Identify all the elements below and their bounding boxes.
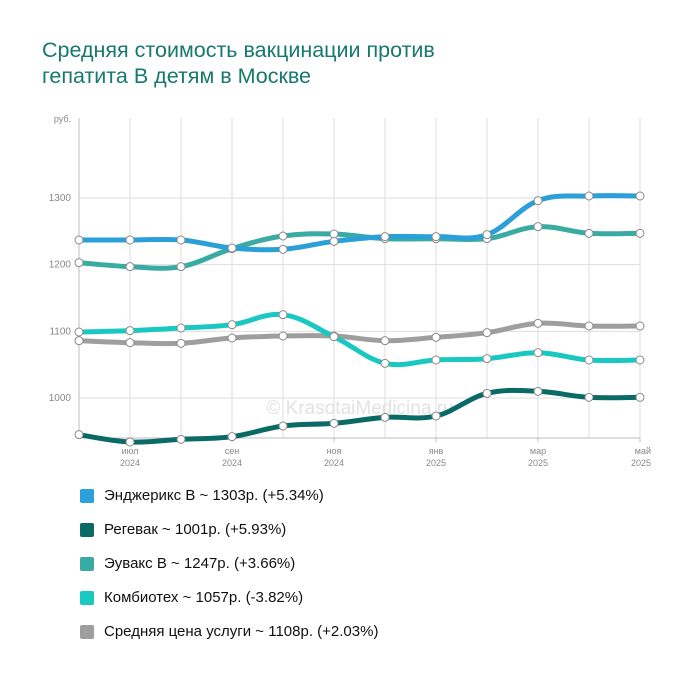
series-3-point [125,326,135,336]
series-4-point [278,331,288,341]
legend-swatch [80,489,94,503]
x-tick-label-year: 2024 [120,458,140,468]
series-1-point [176,434,186,444]
y-tick-label: 1200 [49,260,72,271]
series-1-point [227,432,237,442]
series-2-point [74,258,84,268]
series-0-point [176,235,186,245]
series-4-point [380,336,390,346]
x-tick-label-year: 2025 [528,458,548,468]
chart-title: Средняя стоимость вакцинации против гепа… [42,37,642,89]
series-0-line [76,193,643,253]
series-1-point [533,386,543,396]
series-3-point [584,355,594,365]
legend-swatch [80,557,94,571]
series-4-point [227,333,237,343]
series-4-point [431,332,441,342]
x-tick-label-year: 2024 [324,458,344,468]
legend-label: Энджерикс В ~ 1303р. (+5.34%) [104,487,324,504]
series-1-line [76,387,643,445]
x-tick-label-month: май [635,446,651,456]
x-tick-label-month: июл [122,446,139,456]
legend-label: Средняя цена услуги ~ 1108р. (+2.03%) [104,623,379,640]
series-0-point [329,236,339,246]
series-3-point [431,355,441,365]
series-1-point [380,412,390,422]
series-0-point [482,230,492,240]
x-tick-label-year: 2024 [222,458,242,468]
series-4-point [482,328,492,338]
series-0-point [635,191,645,201]
x-tick-label-year: 2025 [426,458,446,468]
series-1-point [74,430,84,440]
series-4-point [74,336,84,346]
series-0-point [125,235,135,245]
series-2-point [635,228,645,238]
series-4-point [635,321,645,331]
series-2-point [584,228,594,238]
y-tick-label: 1100 [49,326,71,337]
y-axis-label: руб. [54,114,71,124]
series-0-point [584,191,594,201]
series-1-point [584,392,594,402]
series-2-point [329,229,339,239]
series-3-point [278,310,288,320]
series-2-point [533,222,543,232]
series-0-point [380,232,390,242]
series-2-point [278,231,288,241]
series-3-point [635,355,645,365]
series-2-point [176,262,186,272]
series-2-line [76,224,643,271]
legend-swatch [80,523,94,537]
series-3-point [227,320,237,330]
watermark: © KrasotaiMedicina.ru [266,398,453,419]
chart-title-line-2: гепатита В детям в Москве [42,64,311,88]
series-4-point [533,318,543,328]
series-3-point [176,323,186,333]
legend-label: Эувакс В ~ 1247р. (+3.66%) [104,555,296,572]
chart-title-line-1: Средняя стоимость вакцинации против [42,38,435,62]
series-1-point [278,421,288,431]
y-tick-label: 1300 [49,193,72,204]
series-4-line [76,320,643,347]
series-4-point [125,338,135,348]
series-4-point [176,338,186,348]
series-2-point [125,262,135,272]
series-0-point [278,244,288,254]
series-0-point [74,235,84,245]
series-3-point [329,332,339,342]
legend-swatch [80,591,94,605]
x-tick-label-month: сен [225,446,240,456]
legend-label: Комбиотех ~ 1057р. (-3.82%) [104,589,304,606]
series-0-point [227,243,237,253]
x-tick-label-month: мар [530,446,546,456]
series-3-point [380,358,390,368]
series-1-point [329,418,339,428]
legend-swatch [80,625,94,639]
series-3-point [482,354,492,364]
series-3-line [76,311,643,368]
x-tick-label-month: ноя [327,446,342,456]
series-1-point [125,437,135,447]
series-0-point [533,196,543,206]
x-tick-label-month: янв [429,446,444,456]
series-1-point [482,388,492,398]
series-1-point [431,411,441,421]
series-4-point [584,321,594,331]
series-3-point [533,348,543,358]
series-3-point [74,327,84,337]
legend-label: Регевак ~ 1001р. (+5.93%) [104,521,287,538]
series-1-point [635,392,645,402]
series-0-point [431,232,441,242]
y-tick-label: 1000 [49,393,72,404]
x-tick-label-year: 2025 [631,458,651,468]
